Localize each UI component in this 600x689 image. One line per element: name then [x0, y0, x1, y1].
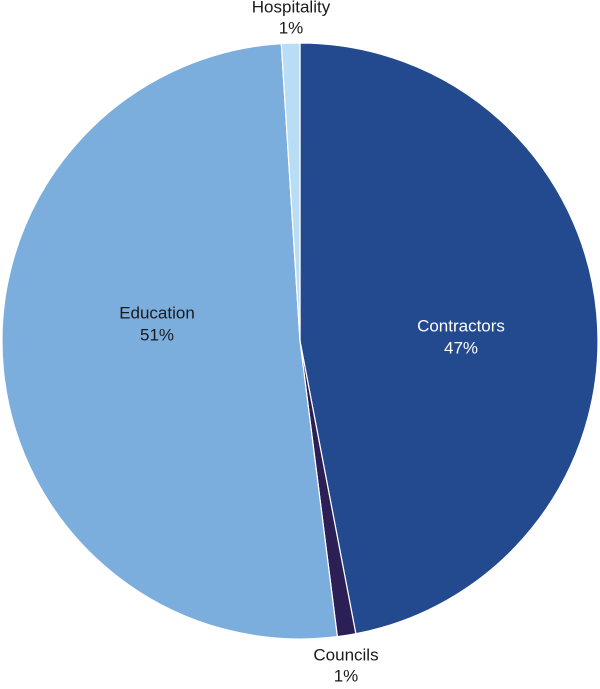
slice-label-contractors: Contractors 47%: [417, 316, 505, 357]
slice-name-label: Education: [119, 303, 195, 322]
pie-slice-contractors: [299, 42, 599, 635]
pie-labels: Contractors 47% Councils 1% Education 51% Hosp…: [119, 0, 505, 685]
slice-label-councils: Councils 1%: [313, 645, 378, 685]
slice-percent-label: 51%: [140, 325, 174, 344]
pie-slice-hospitality: [280, 42, 301, 342]
pie-slice-education: [1, 42, 339, 640]
slice-percent-label: 1%: [334, 666, 359, 684]
pie-slices: [1, 42, 599, 640]
slice-percent-label: 1%: [279, 18, 304, 37]
slice-name-label: Councils: [313, 645, 378, 664]
slice-percent-label: 47%: [444, 338, 478, 357]
slice-name-label: Hospitality: [252, 0, 331, 16]
slice-label-education: Education 51%: [119, 303, 195, 344]
slice-name-label: Contractors: [417, 316, 505, 335]
slice-label-hospitality: Hospitality 1%: [252, 0, 331, 37]
